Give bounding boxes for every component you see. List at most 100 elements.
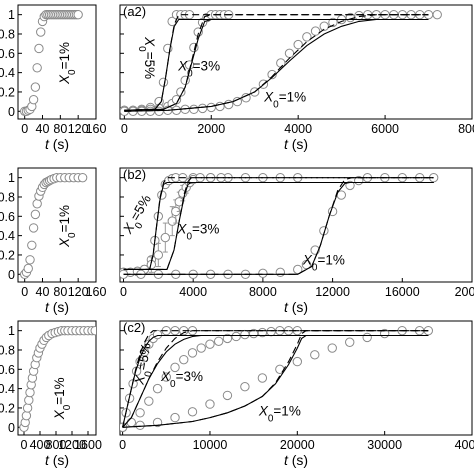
x-tick-label: 40: [36, 285, 50, 299]
series-annotation: X0=3%: [177, 59, 220, 80]
y-tick-label: 0.4: [0, 229, 15, 243]
data-point-a1-s0: [73, 9, 83, 20]
data-point-c2-s0: [152, 329, 163, 340]
fit-line-dashed-b2-s8: [123, 177, 434, 275]
data-point-b2-s2: [275, 267, 286, 278]
series-annotation: X0=1%: [258, 404, 301, 425]
data-point-c2-s2: [362, 332, 372, 343]
x-tick-label: 0: [21, 438, 28, 452]
data-point-b2-s2: [293, 264, 303, 275]
data-point-c2-s1: [144, 396, 154, 406]
series-annotation: X0=1%: [57, 42, 78, 85]
x-tick-label: 12000: [315, 285, 350, 299]
series-annotation: X0=5%: [131, 342, 159, 388]
data-point-c2-s2: [257, 373, 268, 383]
data-point-b1-s0: [27, 240, 37, 250]
y-tick-label: 0.6: [0, 210, 15, 224]
series-annotation: X0=5%: [137, 36, 158, 79]
x-tick-label: 16000: [385, 285, 420, 299]
chart-panel-c2: 0 10000 20000 30000 40000 t (s) (c2) X0=5%X0=3%…: [119, 320, 474, 468]
data-point-a1-s0: [34, 43, 44, 54]
data-point-a2-s2: [267, 69, 277, 80]
data-point-b1-s0: [77, 172, 88, 183]
data-point-c2-s1: [179, 354, 189, 365]
y-tick-label: 0.6: [0, 47, 15, 61]
x-tick-label: 80: [53, 122, 67, 136]
data-point-c2-s2: [187, 407, 198, 417]
x-tick-label: 30000: [367, 438, 402, 452]
data-point-c2-s1: [135, 408, 145, 418]
model-line-b2-s3: [123, 181, 434, 270]
x-axis-label: t (s): [45, 136, 69, 152]
data-point-c2-s1: [196, 343, 206, 353]
data-point-c2-s2: [135, 420, 145, 431]
x-tick-label: 120: [68, 285, 89, 299]
axes-frame: [119, 167, 473, 283]
series-annotation: X0=1%: [52, 377, 73, 420]
data-point-c2-s2: [205, 399, 215, 409]
x-tick-label: 0: [119, 438, 126, 452]
data-point-a2-s2: [432, 9, 442, 20]
data-point-c2-s1: [161, 372, 171, 382]
x-axis-label: t (s): [284, 452, 308, 468]
y-tick-label: 0: [8, 421, 15, 435]
data-point-c2-s1: [170, 362, 180, 373]
panel-label: (a2): [123, 4, 146, 19]
x-tick-label: 0: [21, 122, 28, 136]
x-axis-label: t (s): [284, 299, 308, 315]
fit-line-dashed-b2-s6: [123, 177, 434, 270]
data-point-b2-s2: [258, 268, 268, 279]
x-tick-label: 4000: [179, 285, 207, 299]
data-point-a2-s2: [206, 102, 216, 113]
x-tick-label: 800: [46, 438, 67, 452]
x-tick-label: 1600: [74, 438, 102, 452]
data-point-c2-s2: [170, 412, 180, 423]
x-tick-label: 160: [86, 122, 107, 136]
data-point-c2-s2: [345, 337, 355, 347]
fit-line-dashed-c2-s4: [122, 330, 429, 428]
data-point-c2-s1: [152, 383, 163, 394]
y-tick-label: 1: [8, 171, 15, 185]
x-tick-label: 1200: [58, 438, 86, 452]
fit-line-dashed-a2-s4: [124, 14, 429, 111]
data-point-a2-s0: [167, 16, 177, 27]
data-point-c2-s2: [292, 356, 303, 367]
y-tick-label: 0: [8, 268, 15, 282]
x-tick-label: 160: [86, 285, 107, 299]
data-point-b2-s1: [153, 250, 164, 260]
x-axis-label: t (s): [45, 299, 69, 315]
data-point-b1-s0: [28, 223, 39, 233]
y-tick-label: 0.4: [0, 66, 15, 80]
data-point-c1-s0: [22, 403, 33, 413]
data-point-a2-s2: [328, 17, 338, 28]
series-annotation: X0=1%: [302, 253, 345, 274]
x-tick-label: 4000: [284, 122, 312, 136]
y-tick-label: 0.8: [0, 27, 15, 41]
y-tick-label: 0.8: [0, 190, 15, 204]
panel-label: (c2): [123, 320, 145, 335]
fit-line-dashed-c2-s6: [122, 330, 429, 428]
series-annotation: X0=1%: [57, 205, 78, 248]
model-line-a2-s7: [124, 18, 429, 112]
y-tick-label: 0: [8, 105, 15, 119]
data-point-a2-s2: [310, 26, 321, 36]
data-point-c2-s2: [240, 381, 250, 392]
data-point-a1-s0: [28, 94, 39, 105]
series-annotation: X0=1%: [263, 90, 306, 111]
axes-frame: [17, 4, 97, 120]
data-point-c1-s0: [24, 395, 34, 405]
x-tick-label: 40: [36, 122, 50, 136]
data-point-b1-s0: [32, 199, 42, 209]
data-point-c2-s1: [205, 339, 215, 349]
x-tick-label: 20000: [455, 285, 474, 299]
x-tick-label: 0: [120, 285, 127, 299]
model-line-a2-s3: [124, 18, 429, 111]
axes-frame: [119, 320, 473, 436]
x-axis-label: t (s): [45, 452, 69, 468]
data-point-c2-s2: [222, 390, 233, 401]
model-line-b2-s5: [123, 181, 434, 270]
data-point-c2-s1: [266, 326, 276, 337]
chart-panel-b2: 0 4000 8000 12000 16000 20000 t (s) (b2) X0=5% X0…: [119, 167, 474, 315]
y-tick-label: 1: [8, 324, 15, 338]
